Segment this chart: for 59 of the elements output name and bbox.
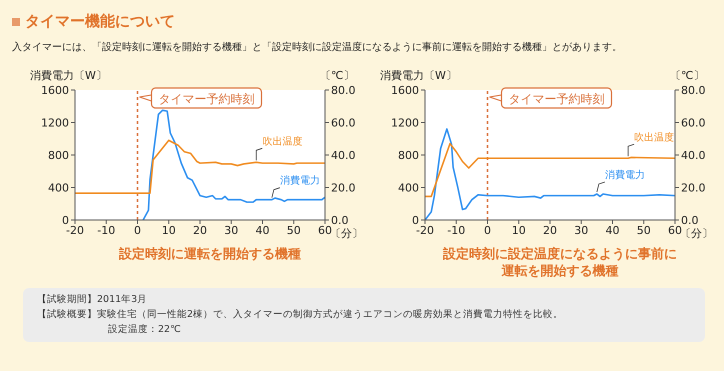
y2-tick-label: 80.0 [681, 84, 706, 97]
x-tick-label: -20 [66, 224, 84, 237]
y-tick-label: 0 [412, 214, 419, 227]
text: 【試験期間】2011年3月 [37, 293, 148, 306]
text: タイマー機能について [25, 12, 175, 31]
y-tick-label: 1600 [391, 84, 419, 97]
x-tick-label: 30 [574, 224, 588, 237]
y-tick-label: 800 [398, 148, 419, 162]
text: 設定温度：22℃ [108, 323, 181, 336]
y2-tick-label: 60.0 [331, 116, 356, 130]
y-tick-label: 1600 [41, 84, 69, 97]
y2-tick-label: 80.0 [331, 84, 356, 97]
y2-tick-label: 20.0 [681, 181, 706, 194]
x-tick-label: 10 [512, 224, 526, 237]
x-tick-label: 10 [162, 224, 176, 237]
x-tick-label: 30 [224, 224, 238, 237]
text: 設定時刻に運転を開始する機種 [118, 246, 302, 263]
y-axis-title: 消費電力〔W〕 [380, 68, 457, 83]
series-label: 吹出温度 [262, 135, 302, 148]
x-tick-label: 40 [256, 224, 270, 237]
y-tick-label: 400 [48, 181, 69, 194]
series-label: 消費電力 [604, 169, 645, 181]
x-axis-title: 〔分〕 [330, 227, 363, 241]
line-series [425, 142, 675, 198]
x-tick-label: -20 [416, 224, 434, 237]
y2-tick-label: 60.0 [681, 116, 706, 130]
x-tick-label: -10 [447, 224, 466, 237]
series-label: 吹出温度 [634, 131, 674, 144]
x-tick-label: 20 [193, 224, 207, 237]
y2-axis-title: 〔℃〕 [670, 68, 704, 83]
x-tick-label: 60 [668, 224, 682, 237]
line-series [142, 110, 325, 220]
y2-axis-title: 〔℃〕 [320, 68, 354, 83]
x-tick-label: 40 [606, 224, 620, 237]
y-tick-label: 1200 [41, 116, 69, 130]
y-tick-label: 1200 [391, 116, 419, 130]
x-tick-label: 0 [484, 224, 491, 237]
y2-tick-label: 40.0 [681, 148, 706, 162]
y-tick-label: 0 [62, 214, 69, 227]
y2-tick-label: 40.0 [331, 148, 356, 162]
y-axis-title: 消費電力〔W〕 [30, 68, 107, 83]
text: 入タイマーには、「設定時刻に運転を開始する機種」と「設定時刻に設定温度になるように事前に運転を開始する機種」とがあります。 [12, 40, 622, 54]
ref-line-label: タイマー予約時刻 [158, 92, 254, 106]
x-tick-label: 50 [286, 224, 301, 237]
y-tick-label: 800 [48, 148, 69, 162]
x-tick-label: -10 [97, 224, 116, 237]
ref-line-label: タイマー予約時刻 [508, 92, 604, 106]
text: 設定時刻に設定温度になるように事前に運転を開始する機種 [442, 246, 678, 280]
x-tick-label: 0 [134, 224, 141, 237]
x-tick-label: 60 [318, 224, 332, 237]
y-tick-label: 400 [398, 181, 419, 194]
text: 【試験概要】実験住宅（同一性能2棟）で、入タイマーの制御方式が違うエアコンの暖房効果と消費電力特性を比較。 [37, 308, 564, 321]
x-tick-label: 20 [543, 224, 557, 237]
y2-tick-label: 0.0 [331, 214, 348, 227]
series-label: 消費電力 [280, 174, 320, 187]
y2-tick-label: 20.0 [331, 181, 356, 194]
y2-tick-label: 0.0 [681, 214, 698, 227]
x-tick-label: 50 [636, 224, 651, 237]
x-axis-title: 〔分〕 [680, 227, 713, 241]
